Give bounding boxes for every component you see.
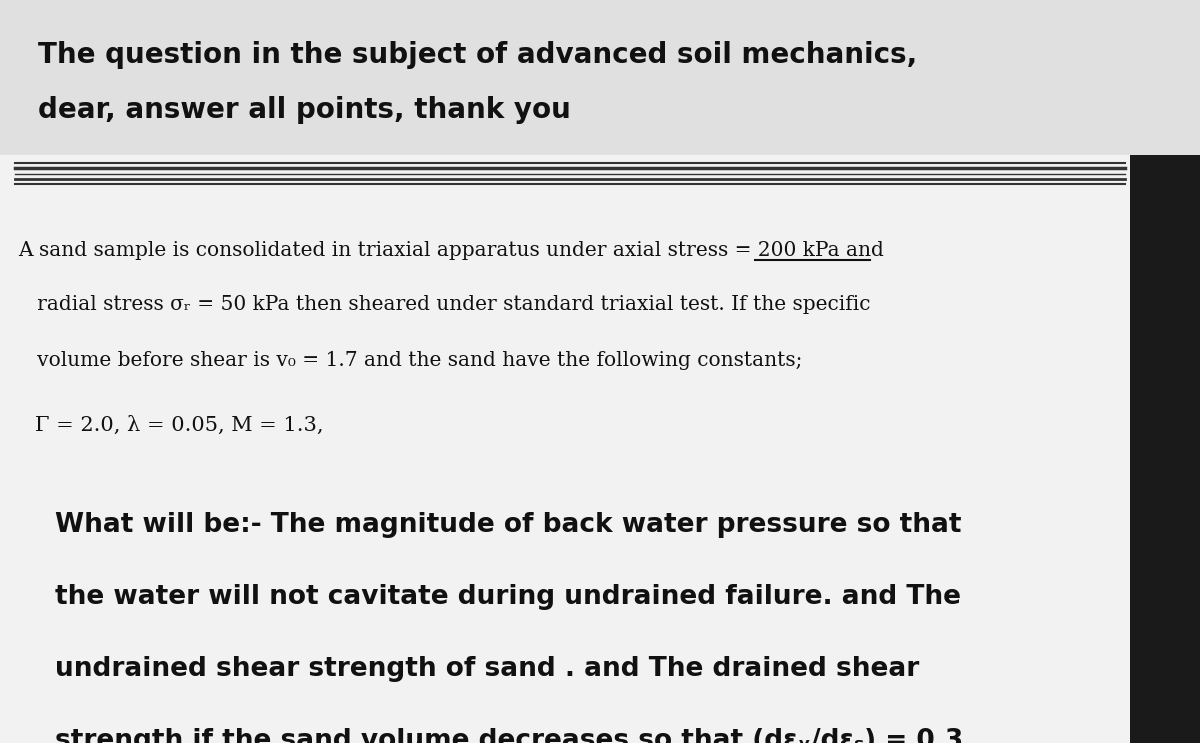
Text: the water will not cavitate during undrained failure. and The: the water will not cavitate during undra… [55, 584, 961, 610]
Text: undrained shear strength of sand . and The drained shear: undrained shear strength of sand . and T… [55, 656, 919, 682]
Text: dear, answer all points, thank you: dear, answer all points, thank you [38, 96, 571, 124]
Text: What will be:- The magnitude of back water pressure so that: What will be:- The magnitude of back wat… [55, 512, 961, 538]
Bar [0, 0, 1200, 155]
Bar [0, 155, 1200, 743]
Bar [1130, 155, 1200, 743]
Text: strength if the sand volume decreases so that (dεᵥ/dεₛ) = 0.3: strength if the sand volume decreases so… [55, 728, 964, 743]
Text: A sand sample is consolidated in triaxial apparatus under axial stress = 200 kPa: A sand sample is consolidated in triaxia… [18, 241, 884, 259]
Text: Γ = 2.0, λ = 0.05, M = 1.3,: Γ = 2.0, λ = 0.05, M = 1.3, [35, 415, 324, 435]
Text: volume before shear is v₀ = 1.7 and the sand have the following constants;: volume before shear is v₀ = 1.7 and the … [18, 351, 803, 369]
Text: The question in the subject of advanced soil mechanics,: The question in the subject of advanced … [38, 41, 917, 69]
Text: radial stress σᵣ = 50 kPa then sheared under standard triaxial test. If the spec: radial stress σᵣ = 50 kPa then sheared u… [18, 296, 870, 314]
